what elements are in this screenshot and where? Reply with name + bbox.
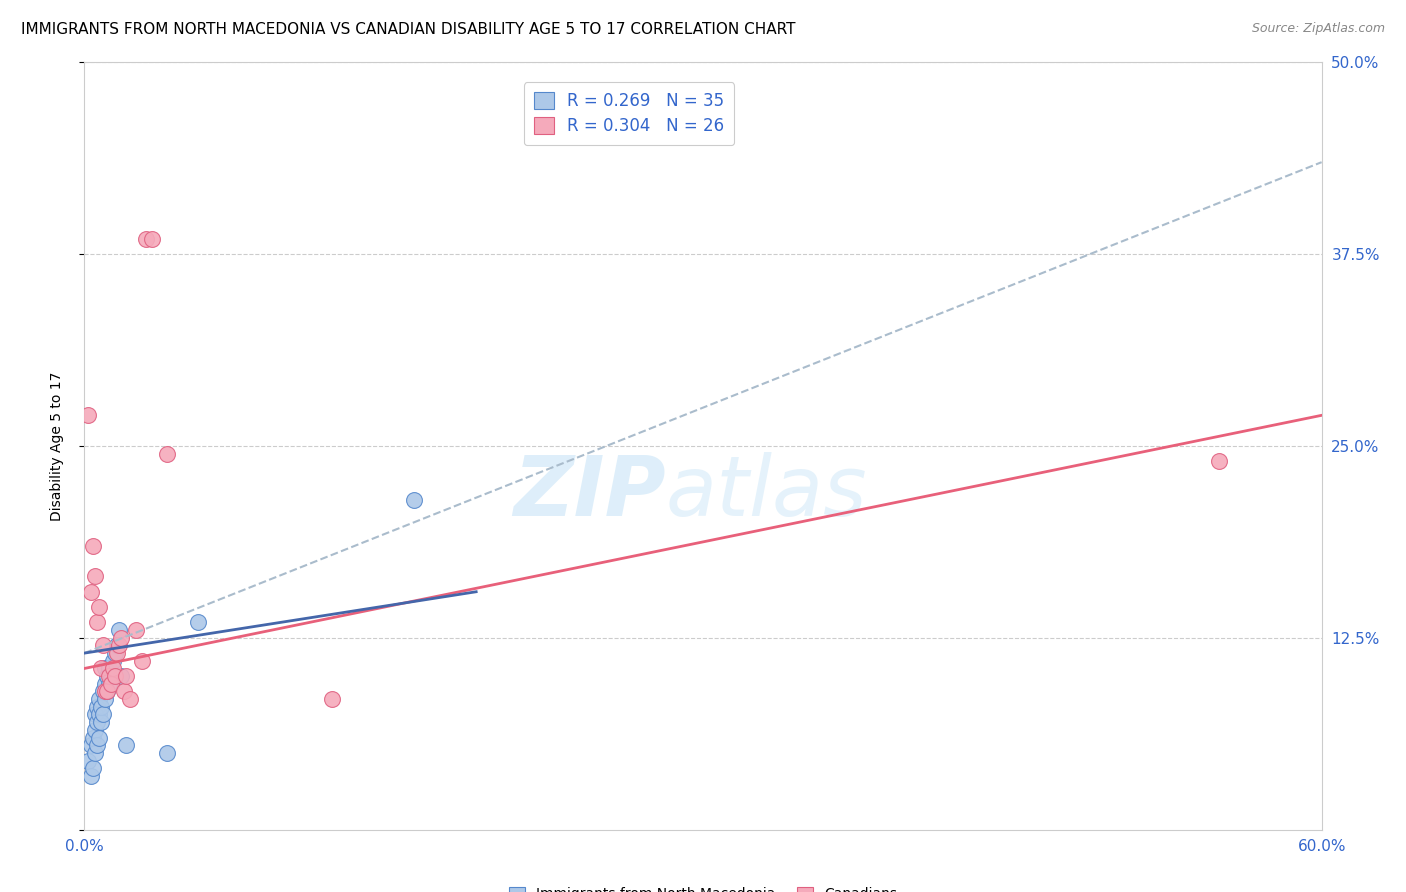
Y-axis label: Disability Age 5 to 17: Disability Age 5 to 17 bbox=[49, 371, 63, 521]
Point bbox=[108, 623, 131, 637]
Point bbox=[94, 661, 117, 675]
Point bbox=[156, 746, 179, 760]
Point bbox=[94, 692, 117, 706]
Point bbox=[110, 631, 132, 645]
Point bbox=[86, 615, 108, 630]
Point bbox=[87, 707, 110, 722]
Point bbox=[105, 646, 128, 660]
Point bbox=[86, 738, 108, 752]
Point bbox=[86, 699, 108, 714]
Point bbox=[110, 669, 132, 683]
Point bbox=[114, 669, 136, 683]
Point bbox=[79, 584, 101, 599]
Point bbox=[83, 707, 105, 722]
Point bbox=[141, 232, 163, 246]
Text: IMMIGRANTS FROM NORTH MACEDONIA VS CANADIAN DISABILITY AGE 5 TO 17 CORRELATION C: IMMIGRANTS FROM NORTH MACEDONIA VS CANAD… bbox=[21, 22, 796, 37]
Point bbox=[82, 731, 104, 745]
Point bbox=[87, 731, 110, 745]
Point bbox=[118, 692, 141, 706]
Point bbox=[96, 669, 118, 683]
Text: ZIP: ZIP bbox=[513, 451, 666, 533]
Point bbox=[98, 669, 121, 683]
Point bbox=[125, 623, 148, 637]
Point bbox=[104, 646, 127, 660]
Point bbox=[404, 492, 426, 507]
Point bbox=[90, 715, 112, 730]
Point bbox=[98, 677, 121, 691]
Point bbox=[83, 723, 105, 737]
Point bbox=[187, 615, 209, 630]
Point bbox=[98, 661, 121, 675]
Point bbox=[90, 699, 112, 714]
Point bbox=[77, 409, 100, 423]
Point bbox=[131, 654, 153, 668]
Point bbox=[91, 639, 114, 653]
Point bbox=[96, 684, 118, 698]
Point bbox=[91, 684, 114, 698]
Point bbox=[321, 692, 343, 706]
Point bbox=[82, 539, 104, 553]
Point bbox=[87, 600, 110, 615]
Point bbox=[94, 677, 117, 691]
Text: atlas: atlas bbox=[666, 451, 868, 533]
Legend: Immigrants from North Macedonia, Canadians: Immigrants from North Macedonia, Canadia… bbox=[503, 881, 903, 892]
Point bbox=[96, 684, 118, 698]
Point bbox=[100, 669, 122, 683]
Point bbox=[104, 669, 127, 683]
Point bbox=[103, 654, 125, 668]
Point bbox=[87, 692, 110, 706]
Point bbox=[90, 661, 112, 675]
Point bbox=[156, 447, 179, 461]
Point bbox=[91, 707, 114, 722]
Point bbox=[112, 684, 135, 698]
Point bbox=[100, 677, 122, 691]
Point bbox=[79, 738, 101, 752]
Point bbox=[108, 639, 131, 653]
Point bbox=[82, 761, 104, 775]
Point bbox=[83, 569, 105, 583]
Point bbox=[135, 232, 157, 246]
Point bbox=[114, 738, 136, 752]
Point bbox=[1208, 454, 1230, 468]
Point bbox=[83, 746, 105, 760]
Point bbox=[79, 769, 101, 783]
Point bbox=[94, 684, 117, 698]
Point bbox=[77, 754, 100, 768]
Text: Source: ZipAtlas.com: Source: ZipAtlas.com bbox=[1251, 22, 1385, 36]
Point bbox=[105, 639, 128, 653]
Point bbox=[103, 661, 125, 675]
Point bbox=[86, 715, 108, 730]
